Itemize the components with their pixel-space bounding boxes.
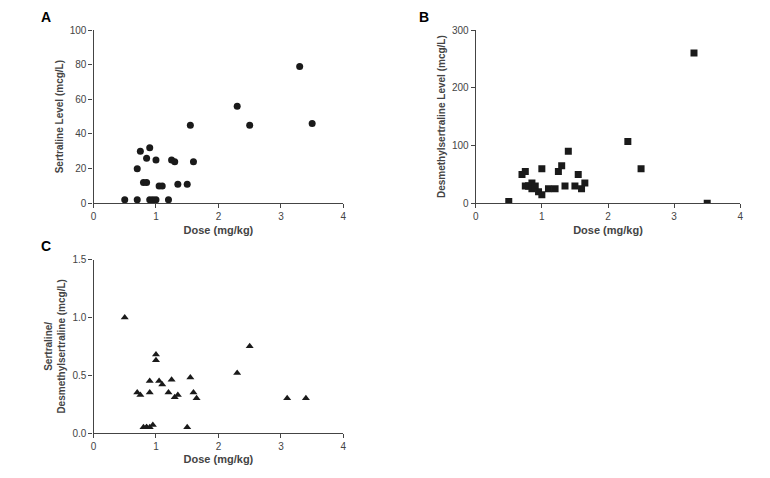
- svg-text:0: 0: [463, 198, 469, 209]
- svg-text:40: 40: [75, 128, 87, 139]
- svg-text:2: 2: [216, 441, 222, 452]
- svg-text:0: 0: [91, 211, 97, 222]
- svg-text:Dose (mg/kg): Dose (mg/kg): [573, 224, 643, 236]
- svg-text:4: 4: [738, 211, 744, 222]
- svg-text:B: B: [419, 9, 429, 25]
- svg-text:2: 2: [216, 211, 222, 222]
- svg-text:60: 60: [75, 94, 87, 105]
- svg-text:C: C: [41, 238, 51, 254]
- svg-text:0: 0: [473, 211, 479, 222]
- svg-text:1: 1: [153, 441, 159, 452]
- svg-text:0.0: 0.0: [72, 428, 86, 439]
- svg-text:1.0: 1.0: [72, 312, 86, 323]
- svg-text:Dose (mg/kg): Dose (mg/kg): [184, 453, 254, 465]
- svg-text:80: 80: [75, 59, 87, 70]
- svg-text:3: 3: [671, 211, 677, 222]
- svg-text:3: 3: [278, 211, 284, 222]
- svg-text:1: 1: [153, 211, 159, 222]
- svg-text:Sertraline Level (mcg/L): Sertraline Level (mcg/L): [54, 60, 65, 173]
- svg-text:1.5: 1.5: [72, 254, 86, 265]
- svg-text:Desmethylsertraline Level (mcg: Desmethylsertraline Level (mcg/L): [436, 35, 447, 198]
- svg-text:300: 300: [452, 25, 469, 36]
- svg-text:0: 0: [81, 198, 87, 209]
- svg-text:200: 200: [452, 82, 469, 93]
- svg-text:100: 100: [452, 140, 469, 151]
- svg-text:Sertraline/Desmethylsertraline: Sertraline/Desmethylsertraline (mcg/L): [43, 279, 67, 414]
- svg-text:4: 4: [341, 211, 347, 222]
- svg-text:100: 100: [70, 25, 87, 36]
- svg-text:1: 1: [539, 211, 545, 222]
- svg-text:A: A: [41, 9, 51, 25]
- svg-text:20: 20: [75, 163, 87, 174]
- svg-text:0.5: 0.5: [72, 370, 86, 381]
- svg-text:2: 2: [605, 211, 611, 222]
- svg-text:0: 0: [91, 441, 97, 452]
- svg-text:3: 3: [278, 441, 284, 452]
- svg-text:Dose (mg/kg): Dose (mg/kg): [184, 224, 254, 236]
- svg-text:4: 4: [341, 441, 347, 452]
